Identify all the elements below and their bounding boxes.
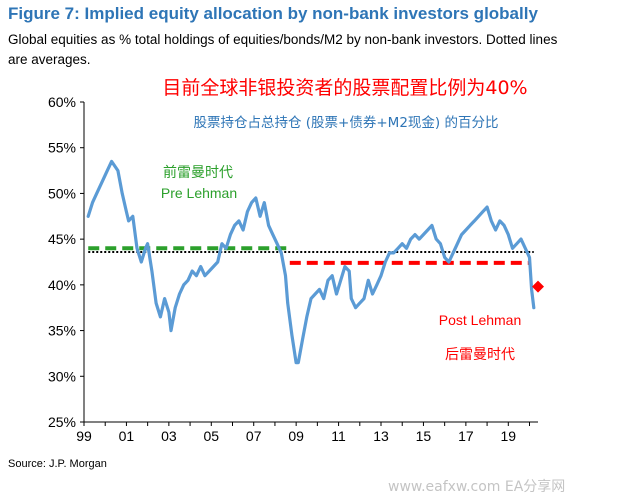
x-ticks: 99 01 03 05 07 09 11 13 15 17 19 <box>76 422 531 444</box>
y-tick-label: 30% <box>48 368 76 384</box>
x-tick-label: 01 <box>119 428 135 444</box>
post-lehman-label-cn: 后雷曼时代 <box>445 347 515 363</box>
series-line <box>86 159 536 365</box>
y-tick-label: 25% <box>48 414 76 430</box>
average-lines <box>88 246 534 265</box>
y-tick-label: 40% <box>48 277 76 293</box>
pre-lehman-label-cn: 前雷曼时代 <box>163 164 233 181</box>
y-tick-label: 35% <box>48 323 76 339</box>
watermark: www.eafxw.com EA分享网 <box>388 479 566 495</box>
y-tick-label: 60% <box>48 94 76 110</box>
y-tick-label: 45% <box>48 231 76 247</box>
x-tick-label: 09 <box>288 428 304 444</box>
x-tick-label: 15 <box>416 428 432 444</box>
x-tick-label: 99 <box>76 428 92 444</box>
x-tick-label: 17 <box>458 428 474 444</box>
current-value-marker <box>532 280 544 293</box>
figure-title: Figure 7: Implied equity allocation by n… <box>8 4 538 23</box>
post-lehman-label-en: Post Lehman <box>439 312 522 328</box>
x-tick-label: 07 <box>246 428 262 444</box>
x-tick-label: 05 <box>204 428 220 444</box>
figure-subtitle: Global equities as % total holdings of e… <box>8 32 558 67</box>
y-tick-label: 50% <box>48 185 76 201</box>
y-ticks: 25% 30% 35% 40% 45% 50% 55% 60% <box>48 94 84 430</box>
x-tick-label: 13 <box>373 428 389 444</box>
source-note: Source: J.P. Morgan <box>8 458 107 470</box>
headline-cn: 目前全球非银投资者的股票配置比例为40% <box>162 77 527 99</box>
x-tick-label: 19 <box>501 428 517 444</box>
pre-lehman-label-en: Pre Lehman <box>161 185 237 201</box>
x-tick-label: 03 <box>161 428 177 444</box>
x-tick-label: 11 <box>331 428 346 444</box>
subhead-cn: 股票持仓占总持仓 (股票+债券+M2现金) 的百分比 <box>194 115 499 131</box>
markers <box>532 280 544 293</box>
y-tick-label: 55% <box>48 140 76 156</box>
